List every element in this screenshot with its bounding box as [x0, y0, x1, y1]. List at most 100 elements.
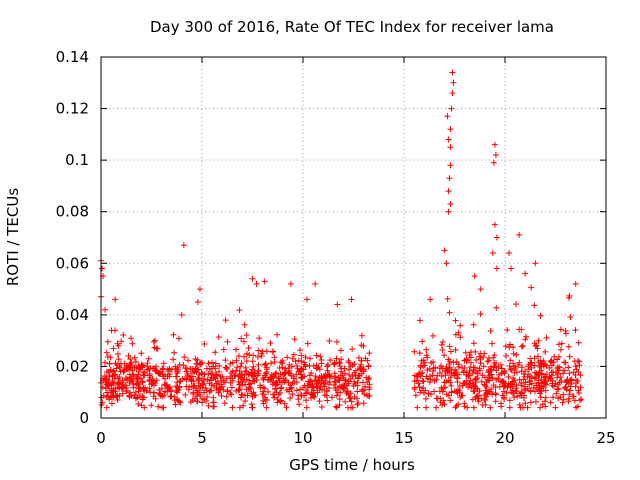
data-point	[472, 383, 479, 390]
data-point	[233, 387, 240, 394]
data-point	[346, 366, 353, 373]
data-point	[263, 368, 270, 375]
data-point	[516, 401, 523, 408]
data-point	[469, 370, 476, 377]
data-point	[286, 370, 293, 377]
data-point	[158, 385, 165, 392]
data-point	[417, 317, 423, 324]
data-point	[324, 361, 331, 368]
data-point	[178, 311, 185, 318]
data-point	[287, 382, 294, 389]
data-point	[136, 384, 143, 391]
data-point	[532, 369, 539, 376]
data-point	[476, 388, 483, 395]
data-point	[304, 389, 311, 396]
data-point	[223, 375, 230, 382]
data-point	[215, 389, 222, 396]
data-point	[342, 398, 349, 405]
data-point	[190, 369, 197, 376]
data-point	[222, 317, 229, 324]
data-point	[153, 345, 160, 352]
data-point	[457, 394, 464, 401]
data-point	[491, 363, 498, 370]
data-point	[413, 373, 420, 380]
data-point	[303, 390, 310, 397]
data-point	[129, 371, 136, 378]
data-point	[324, 367, 331, 374]
data-point	[330, 381, 337, 388]
data-point	[493, 265, 500, 272]
data-point	[499, 377, 506, 384]
data-point	[567, 387, 574, 394]
data-point	[253, 280, 260, 287]
data-point	[509, 390, 516, 397]
data-point	[185, 386, 192, 393]
data-point	[433, 376, 440, 383]
data-point	[420, 357, 427, 364]
data-point	[506, 404, 513, 411]
axis-ticks: 0 5 10 15 20 25 0 0.02 0.04 0.06 0.08 0.1 0.12 0.14	[56, 48, 616, 447]
data-point	[259, 391, 266, 398]
data-point	[237, 375, 244, 382]
data-point	[447, 126, 454, 133]
data-point	[176, 384, 183, 391]
data-point	[525, 366, 532, 373]
data-point	[228, 384, 235, 391]
data-point	[191, 368, 198, 375]
data-point	[234, 364, 241, 371]
data-point	[207, 387, 214, 394]
data-point	[438, 384, 445, 391]
data-point	[510, 350, 517, 357]
data-point	[220, 377, 227, 384]
chart-title: Day 300 of 2016, Rate Of TEC Index for r…	[150, 18, 554, 36]
data-point	[577, 384, 584, 391]
data-point	[548, 369, 555, 376]
data-point	[347, 390, 354, 397]
data-point	[333, 404, 340, 411]
data-point	[422, 395, 429, 402]
data-point	[574, 357, 581, 364]
data-point	[210, 383, 217, 390]
data-point	[270, 391, 277, 398]
data-point	[129, 340, 136, 347]
data-point	[467, 364, 474, 371]
data-point	[490, 382, 497, 389]
data-point	[479, 372, 486, 379]
data-point	[562, 330, 569, 337]
data-point	[196, 371, 203, 378]
data-point	[493, 367, 500, 374]
data-point	[240, 402, 247, 409]
data-point	[323, 392, 330, 399]
data-point	[170, 331, 177, 338]
data-point	[247, 385, 254, 392]
data-point	[451, 371, 458, 378]
data-point	[452, 346, 459, 353]
data-point	[208, 359, 215, 366]
data-point	[503, 389, 510, 396]
data-point	[132, 358, 139, 365]
data-point	[442, 368, 449, 375]
data-point	[155, 403, 162, 410]
data-point	[257, 384, 264, 391]
data-point	[192, 385, 199, 392]
data-point	[125, 352, 132, 359]
data-point	[566, 353, 573, 360]
data-point	[130, 372, 137, 379]
data-point	[236, 404, 243, 411]
data-point	[187, 399, 194, 406]
data-point	[365, 392, 372, 399]
data-point	[493, 234, 500, 241]
data-point	[228, 391, 235, 398]
data-point	[194, 298, 201, 305]
data-point	[218, 381, 225, 388]
data-point	[174, 379, 181, 386]
data-point	[447, 144, 454, 151]
data-point	[128, 335, 135, 342]
data-point	[251, 378, 258, 385]
data-point	[149, 378, 156, 385]
data-point	[416, 384, 423, 391]
data-point	[227, 390, 234, 397]
data-point	[194, 357, 201, 364]
data-point	[543, 362, 550, 369]
data-point	[144, 360, 151, 367]
